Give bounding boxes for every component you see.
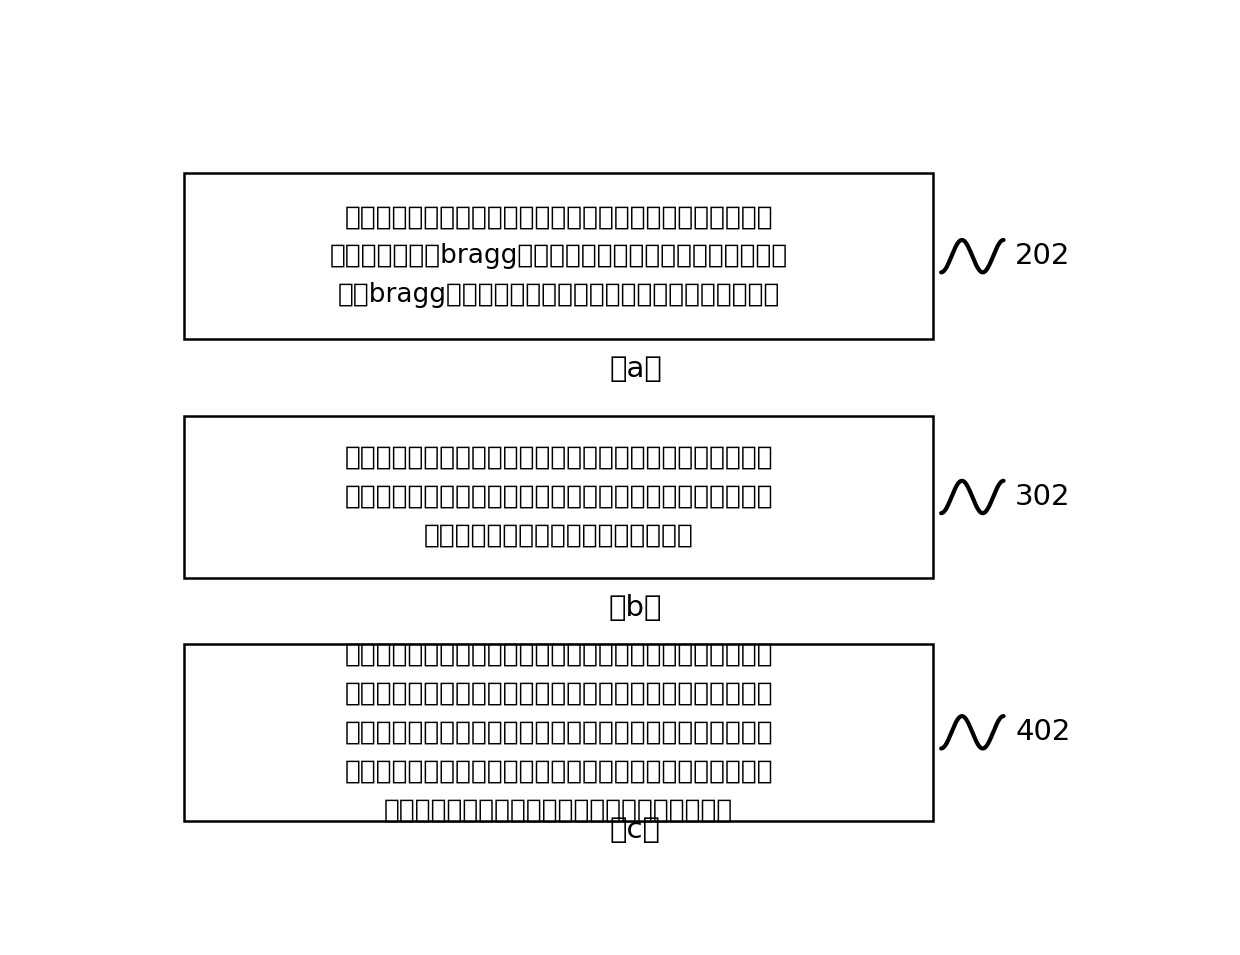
Text: （b）: （b） — [609, 594, 662, 622]
Text: 对可能发生的覆冰危险进行提前处理：忽略不均匀覆冰的影响
，当假设最大覆冰厚度是预设厚度时，通过监测所得的覆冰数
值及时监测导线的覆冰厚度，在覆冰未达到最大覆冰厚: 对可能发生的覆冰危险进行提前处理：忽略不均匀覆冰的影响 ，当假设最大覆冰厚度是预… — [345, 642, 773, 823]
Bar — [184, 416, 934, 578]
Bar — [184, 174, 934, 339]
Text: 402: 402 — [1016, 718, 1070, 746]
Text: （c）: （c） — [610, 817, 661, 844]
Text: （a）: （a） — [609, 355, 662, 383]
Text: 302: 302 — [1016, 483, 1070, 511]
Text: 202: 202 — [1016, 243, 1070, 270]
Text: 定期对数据进行采集，在如风速、温度等因素对导线应变共同
影响下，提出该输电线路最不利荷载时的各种影响参数情况，
为后期该地区输电线路的设计提供参考: 定期对数据进行采集，在如风速、温度等因素对导线应变共同 影响下，提出该输电线路最… — [345, 445, 773, 549]
Bar — [184, 644, 934, 820]
Text: 对导线的蠕变等特性进行自动校正：在线路建设第一年，每隔
两个月更改光纤bragg光栅的长度值；从第二年开始每年更改
光纤bragg光栅的长度值，对蠕变带来的计算: 对导线的蠕变等特性进行自动校正：在线路建设第一年，每隔 两个月更改光纤bragg… — [330, 204, 787, 308]
